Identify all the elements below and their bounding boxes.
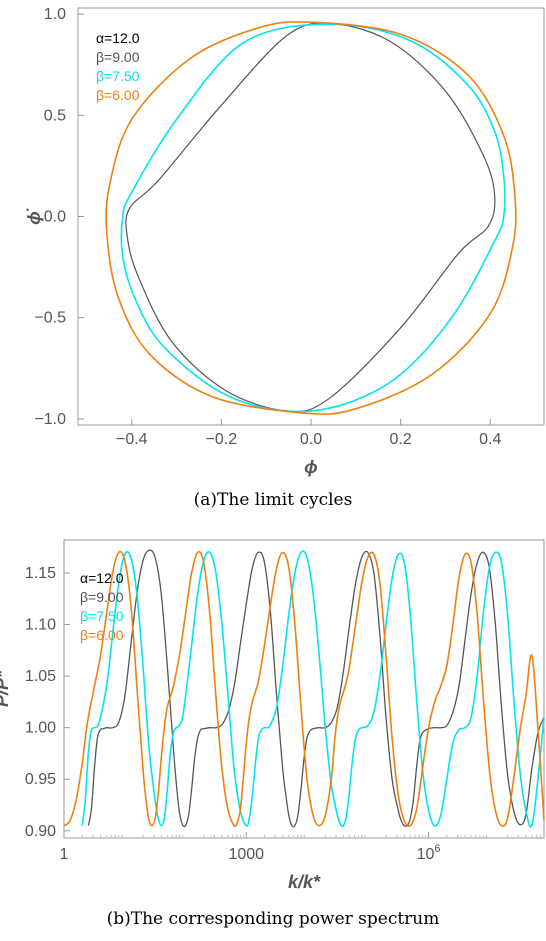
caption-b: (b)The corresponding power spectrum [107, 909, 440, 929]
plot-a-series [105, 21, 517, 415]
y-tick-label: 0.0 [44, 209, 66, 226]
series-line--6-00 [105, 21, 517, 415]
legend-entry: α=12.0 [80, 570, 124, 586]
y-tick-label: −0.5 [34, 310, 66, 327]
plot-a-legend: α=12.0 β=9.00 β=7.50 β=6.00 [96, 30, 140, 103]
plot-b-xlabel: k/k* [288, 872, 321, 892]
panel-b-power-spectrum: 1 1000 106 0.90 0.95 1.00 1.05 1.10 1.15 α=12.0 β… [0, 539, 545, 929]
y-tick-label: 0.90 [25, 823, 56, 840]
legend-entry: β=9.00 [96, 49, 140, 65]
y-tick-label: 1.15 [25, 565, 56, 582]
series-line--9-00 [125, 22, 496, 413]
legend-entry: β=9.00 [80, 589, 124, 605]
plot-a-ylabel: ϕ̇ [24, 208, 44, 225]
plot-a-ticks: −0.4 −0.2 0.0 0.2 0.4 −1.0 −0.5 0.0 0.5 1.0 [34, 6, 501, 448]
y-tick-label: 1.00 [25, 720, 56, 737]
x-tick-label: −0.2 [206, 431, 238, 448]
y-tick-label: 0.5 [44, 107, 66, 124]
plot-b-ticks: 1 1000 106 0.90 0.95 1.00 1.05 1.10 1.15 [25, 565, 542, 863]
legend-entry: β=6.00 [96, 87, 140, 103]
series-line--6-00 [63, 550, 545, 828]
plot-a-xlabel: ϕ [304, 457, 318, 477]
y-tick-label: 1.0 [44, 6, 66, 23]
x-tick-label: 1000 [228, 846, 264, 863]
series-line--7-50 [120, 23, 506, 413]
legend-entry: α=12.0 [96, 30, 140, 46]
legend-entry: β=7.50 [80, 608, 124, 624]
y-tick-label: 1.10 [25, 617, 56, 634]
caption-a: (a)The limit cycles [194, 490, 353, 510]
legend-entry: β=6.00 [80, 627, 124, 643]
plot-b-ylabel: P/P* [0, 670, 12, 707]
legend-entry: β=7.50 [96, 68, 140, 84]
plot-b-legend: α=12.0 β=9.00 β=7.50 β=6.00 [80, 570, 124, 643]
panel-a-limit-cycles: −0.4 −0.2 0.0 0.2 0.4 −1.0 −0.5 0.0 0.5 1.0 α=12.… [24, 6, 545, 510]
x-tick-label: 1 [60, 846, 69, 863]
x-tick-label: 0.2 [389, 431, 411, 448]
x-tick-label: 106 [417, 843, 441, 863]
series-line--9-00 [87, 549, 545, 828]
y-tick-label: 0.95 [25, 771, 56, 788]
plot-b-series [63, 549, 545, 828]
series-line--7-50 [81, 550, 545, 828]
y-tick-label: 1.05 [25, 668, 56, 685]
plot-a-frame [77, 7, 545, 426]
y-tick-label: −1.0 [34, 411, 66, 428]
x-tick-label: 0.4 [479, 431, 501, 448]
x-tick-label: −0.4 [116, 431, 148, 448]
x-tick-label: 0.0 [300, 431, 322, 448]
